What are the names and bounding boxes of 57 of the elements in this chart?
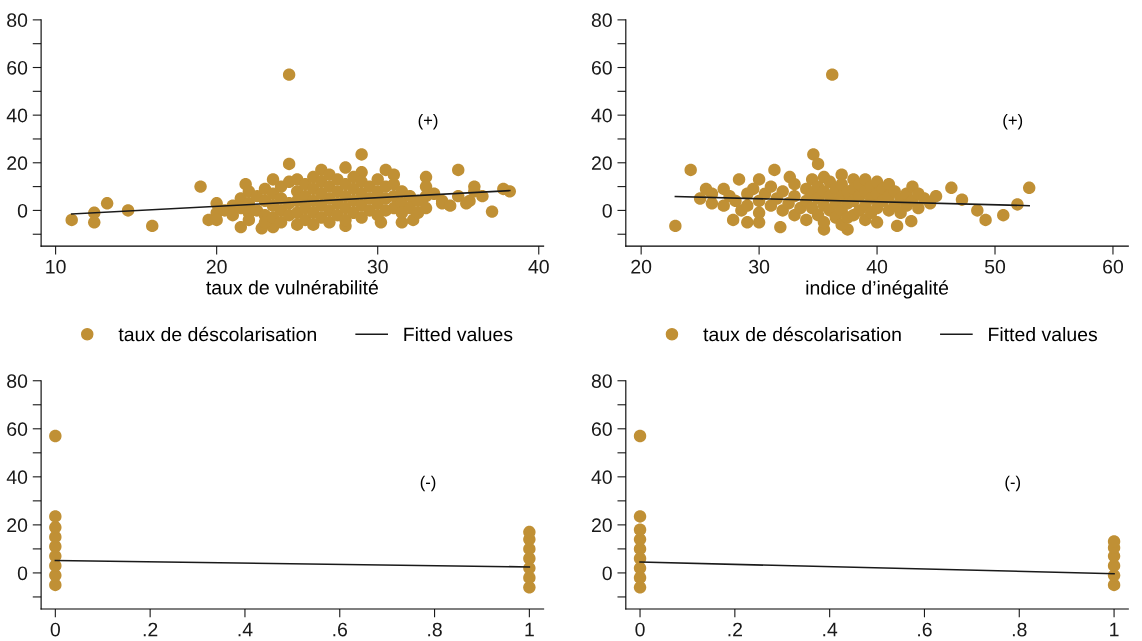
- y-tick-label: 40: [591, 470, 612, 485]
- y-tick-label: 80: [7, 374, 28, 388]
- x-axis-title: indice d’inégalité: [806, 280, 949, 299]
- y-tick-label: 80: [7, 13, 28, 28]
- x-tick-label: 10: [46, 259, 66, 274]
- x-tick-label: 50: [984, 259, 1006, 274]
- x-tick-label: .4: [823, 622, 838, 637]
- y-tick-label: 20: [591, 518, 612, 533]
- annotation: (-): [420, 475, 436, 492]
- x-axis-title: taux de vulnérabilité: [206, 280, 378, 295]
- annotation: (+): [418, 113, 438, 130]
- y-tick-label: 60: [591, 422, 612, 437]
- x-tick-label: 20: [206, 259, 227, 274]
- x-tick-label: .2: [143, 622, 158, 637]
- x-tick-label: 30: [367, 259, 388, 274]
- point: [633, 510, 647, 523]
- point: [49, 521, 62, 534]
- annotation: (-): [1005, 475, 1021, 492]
- x-tick-label: 0: [50, 622, 60, 637]
- y-tick-label: 20: [591, 156, 612, 171]
- y-tick-label: 20: [7, 518, 28, 533]
- y-tick-label: 0: [17, 566, 28, 581]
- legend-label: taux de déscolarisation: [118, 326, 316, 342]
- annotation: (+): [1003, 113, 1023, 130]
- x-tick-label: .6: [333, 622, 348, 637]
- x-tick-label: 0: [635, 622, 645, 637]
- legend-label: taux de déscolarisation: [703, 326, 901, 342]
- x-tick-label: .8: [1012, 622, 1027, 637]
- y-tick-label: 40: [6, 108, 28, 123]
- x-tick-label: 60: [1103, 259, 1124, 274]
- y-tick-label: 80: [591, 374, 612, 388]
- y-tick-label: 60: [7, 422, 28, 437]
- point: [633, 429, 647, 443]
- y-tick-label: 60: [7, 60, 28, 75]
- x-tick-label: 1: [1110, 622, 1119, 637]
- y-tick-label: 40: [6, 470, 28, 485]
- x-tick-label: .4: [238, 622, 253, 637]
- x-tick-label: 20: [631, 259, 652, 274]
- y-tick-label: 0: [602, 203, 612, 218]
- point: [49, 510, 62, 523]
- x-tick-label: .6: [918, 622, 932, 637]
- y-tick-label: 0: [17, 203, 28, 218]
- point: [633, 523, 647, 536]
- x-tick-label: 40: [866, 259, 888, 274]
- legend-label: Fitted values: [989, 327, 1098, 342]
- y-tick-label: 20: [7, 156, 28, 171]
- x-tick-label: 30: [749, 259, 770, 274]
- y-tick-label: 60: [591, 60, 612, 75]
- y-tick-label: 40: [591, 108, 612, 123]
- x-tick-label: .8: [428, 622, 442, 637]
- y-tick-label: 80: [591, 13, 612, 28]
- y-tick-label: 0: [602, 566, 612, 581]
- x-tick-label: 40: [528, 259, 549, 274]
- point: [49, 429, 62, 443]
- legend-label: Fitted values: [404, 327, 513, 342]
- x-tick-label: .2: [728, 622, 742, 637]
- x-tick-label: 1: [525, 622, 534, 637]
